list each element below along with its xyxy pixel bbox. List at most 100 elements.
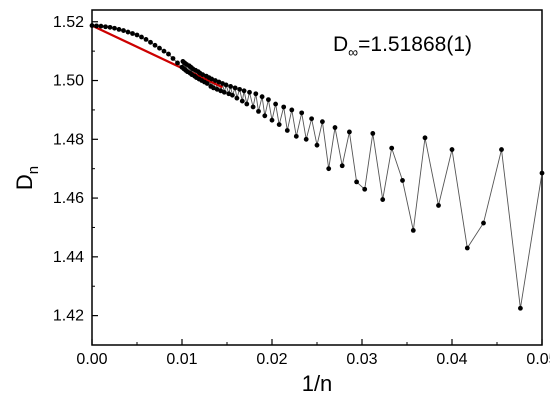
data-point bbox=[339, 163, 345, 169]
x-axis-label: 1/n bbox=[302, 371, 333, 396]
data-point bbox=[293, 133, 299, 139]
y-tick-label: 1.46 bbox=[53, 190, 84, 207]
data-point bbox=[130, 31, 135, 36]
data-point bbox=[449, 147, 455, 152]
data-point bbox=[116, 26, 122, 32]
series-connector-line bbox=[91, 25, 543, 309]
y-tick-label: 1.42 bbox=[53, 308, 84, 325]
y-tick-label: 1.50 bbox=[53, 73, 84, 90]
data-point bbox=[125, 29, 131, 35]
data-point bbox=[98, 23, 104, 29]
data-point bbox=[326, 166, 332, 172]
data-point bbox=[221, 89, 227, 95]
data-point bbox=[179, 64, 185, 70]
data-point bbox=[239, 98, 245, 104]
x-tick-label: 0.04 bbox=[436, 351, 467, 368]
x-tick-label: 0.00 bbox=[76, 351, 107, 368]
data-point bbox=[103, 24, 108, 30]
data-point bbox=[320, 119, 325, 125]
data-point bbox=[284, 128, 290, 133]
data-point bbox=[157, 45, 162, 51]
data-point bbox=[481, 220, 486, 226]
y-tick-label: 1.48 bbox=[53, 131, 84, 148]
series-lines bbox=[91, 24, 543, 309]
data-point bbox=[226, 91, 232, 97]
data-point bbox=[175, 60, 180, 66]
data-point bbox=[281, 104, 287, 110]
data-point bbox=[237, 86, 243, 92]
data-point bbox=[370, 131, 376, 136]
data-point bbox=[218, 88, 224, 94]
data-point bbox=[161, 48, 167, 54]
data-point bbox=[139, 34, 144, 40]
data-point bbox=[314, 142, 320, 148]
data-point bbox=[143, 36, 149, 42]
y-tick-label: 1.44 bbox=[53, 249, 84, 266]
data-point bbox=[223, 82, 229, 88]
data-point bbox=[234, 95, 240, 101]
data-point bbox=[94, 23, 99, 29]
y-tick-label: 1.52 bbox=[53, 14, 84, 31]
data-point bbox=[166, 51, 171, 57]
data-point bbox=[269, 117, 275, 123]
x-tick-label: 0.02 bbox=[256, 351, 287, 368]
data-point bbox=[347, 129, 352, 135]
data-point bbox=[410, 227, 416, 233]
extrapolated-value-annotation: D∞=1.51868(1) bbox=[333, 33, 472, 60]
data-point bbox=[299, 110, 305, 116]
data-point bbox=[148, 39, 153, 45]
data-point bbox=[309, 116, 314, 122]
data-point bbox=[203, 73, 209, 79]
data-point bbox=[303, 136, 309, 142]
data-point bbox=[228, 84, 234, 89]
data-point bbox=[107, 24, 113, 30]
data-point bbox=[354, 179, 359, 185]
data-point bbox=[134, 32, 140, 38]
data-point bbox=[247, 89, 252, 95]
data-point bbox=[253, 91, 259, 97]
data-point bbox=[216, 79, 222, 85]
data-point bbox=[266, 97, 271, 103]
x-tick-label: 0.01 bbox=[166, 351, 197, 368]
data-point bbox=[112, 25, 117, 31]
data-point bbox=[170, 56, 176, 61]
data-point bbox=[256, 108, 261, 114]
data-point bbox=[380, 197, 386, 202]
data-point bbox=[244, 101, 250, 107]
data-point bbox=[499, 147, 504, 152]
data-point bbox=[518, 305, 523, 311]
data-point bbox=[214, 86, 220, 92]
x-tick-label: 0.05 bbox=[526, 351, 550, 368]
data-point bbox=[262, 113, 268, 119]
data-point bbox=[250, 104, 256, 110]
data-point bbox=[121, 28, 126, 33]
data-point bbox=[89, 23, 95, 28]
plot-frame bbox=[91, 9, 543, 346]
data-point bbox=[422, 135, 428, 141]
data-point bbox=[232, 85, 238, 91]
x-axis-ticks: 0.00 0.01 0.02 0.03 0.04 0.05 bbox=[76, 339, 550, 368]
data-point bbox=[241, 88, 247, 94]
data-point bbox=[332, 125, 338, 130]
data-point bbox=[289, 107, 295, 113]
data-point bbox=[220, 81, 225, 86]
data-point bbox=[212, 78, 218, 83]
data-point bbox=[276, 122, 282, 128]
data-point bbox=[208, 84, 214, 89]
y-axis-ticks: 1.42 1.44 1.46 1.48 1.50 1.52 bbox=[53, 14, 98, 325]
data-point bbox=[273, 101, 278, 107]
data-point bbox=[230, 92, 235, 98]
data-point bbox=[362, 186, 368, 192]
data-point bbox=[259, 94, 265, 100]
data-point bbox=[539, 170, 545, 176]
y-axis-label: Dn bbox=[12, 166, 42, 190]
fit-line bbox=[91, 24, 223, 89]
data-point bbox=[152, 42, 158, 48]
series-points bbox=[89, 23, 545, 311]
data-point bbox=[180, 59, 186, 64]
data-point bbox=[400, 178, 405, 183]
data-point bbox=[436, 203, 441, 208]
data-point bbox=[389, 145, 395, 151]
x-tick-label: 0.03 bbox=[346, 351, 377, 368]
